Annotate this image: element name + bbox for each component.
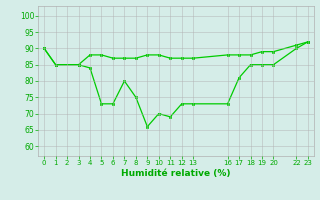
X-axis label: Humidité relative (%): Humidité relative (%) <box>121 169 231 178</box>
